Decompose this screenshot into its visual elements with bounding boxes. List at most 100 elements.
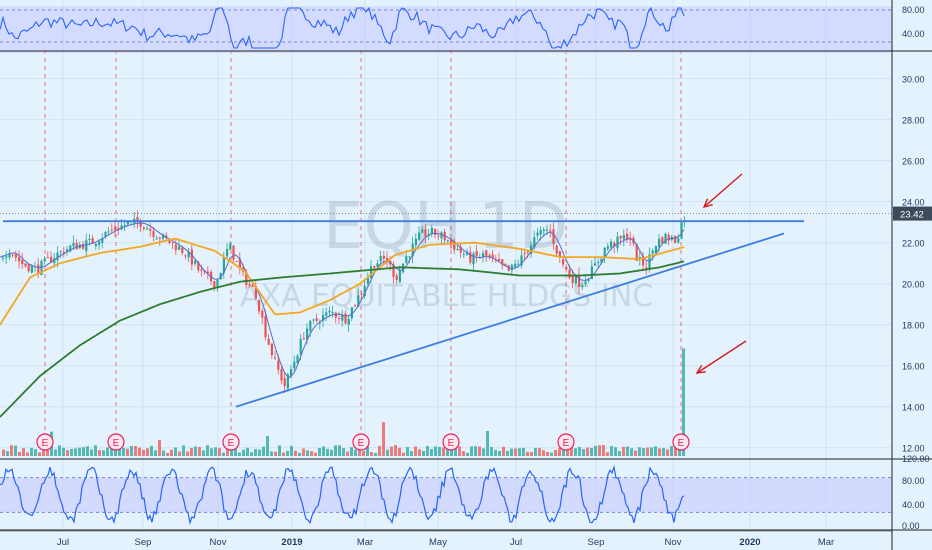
earnings-marker [36,433,54,451]
volume-bar [366,446,369,456]
volume-bar [294,450,297,456]
candle-body [114,227,117,231]
candle-body [280,369,283,381]
time-tick-label: Jul [510,537,522,548]
candle-body [539,229,542,235]
time-tick-label: Mar [818,537,834,548]
volume-bar [598,445,601,456]
volume-bar [166,452,169,456]
volume-bar [246,447,249,456]
volume-bar [618,451,621,456]
rsi-band [0,6,892,54]
candle-body [357,295,360,307]
volume-bar [626,446,629,456]
candle-body [178,246,181,250]
volume-bar [502,446,505,456]
candle-body [206,271,209,274]
volume-bar [250,452,253,456]
volume-bar [382,422,385,456]
volume-bar [666,449,669,456]
candle-body [56,252,59,261]
volume-bar [530,452,533,456]
arrow-breakout [703,173,743,208]
volume-bar [78,447,81,456]
price-tick-label: 28.00 [902,116,925,126]
volume-bar [518,448,521,456]
volume-bar [74,448,77,456]
candle-body [66,249,69,252]
candle-body [405,256,408,263]
candle-body [549,230,552,232]
earnings-marker-label: E [42,438,49,449]
candle-body [475,251,478,257]
candle-body [91,238,94,245]
volume-bar [326,448,329,456]
volume-bar [682,348,685,456]
candle-body [85,240,88,252]
candle-body [635,243,638,261]
candle-body [571,275,574,284]
candle-body [626,233,629,240]
time-tick-label: Mar [357,537,373,548]
candle-body [395,275,398,280]
volume-bar [6,451,9,456]
watermark-name: AXA EQUITABLE HLDGS INC [240,279,653,314]
candle-body [398,270,401,283]
candle-body [11,254,14,256]
candle-body [418,232,421,240]
volume-bar [262,446,265,456]
volume-bar [10,445,13,456]
candle-body [498,259,501,261]
volume-bar [54,449,57,456]
volume-bar [18,452,21,456]
time-tick-label: Sep [588,537,605,548]
candle-body [94,243,97,247]
candle-body [245,272,248,285]
watermark-symbol: EQH [323,190,462,264]
candle-body [248,284,251,286]
time-tick-label: 2020 [739,537,760,548]
candle-body [181,248,184,253]
volume-bar [102,450,105,456]
candle-body [59,251,62,253]
volume-bar [470,446,473,456]
candle-body [104,231,107,237]
volume-bar [374,452,377,456]
volume-bar [266,436,269,456]
price-tick-label: 16.00 [902,362,925,372]
volume-bar [198,446,201,456]
volume-bar [438,446,441,456]
stoch-tick-label: 40.00 [902,500,925,510]
candle-body [520,255,523,266]
candle-body [290,369,293,377]
volume-bar [678,447,681,456]
rsi-tick-label: 40.00 [902,29,925,39]
candle-body [299,338,302,355]
candle-body [360,293,363,295]
volume-bar [430,449,433,456]
volume-bar [218,448,221,456]
candle-body [328,310,331,313]
volume-bar [634,450,637,456]
candle-body [344,313,347,324]
volume-bar [106,447,109,456]
volume-bar [602,445,605,456]
ma-fast-line [0,222,685,379]
candle-body [184,255,187,257]
volume-bar [414,446,417,456]
volume-bar [338,445,341,456]
candle-body [251,285,254,287]
earnings-marker [352,433,370,451]
candle-body [190,249,193,265]
volume-bar [2,449,5,456]
volume-bar [550,452,553,456]
volume-bar [26,452,29,456]
volume-bar [150,445,153,456]
volume-bar [586,447,589,456]
volume-bar [334,445,337,456]
candle-body [619,235,622,239]
candle-body [43,258,46,261]
candle-body [200,269,203,271]
candle-body [603,247,606,257]
